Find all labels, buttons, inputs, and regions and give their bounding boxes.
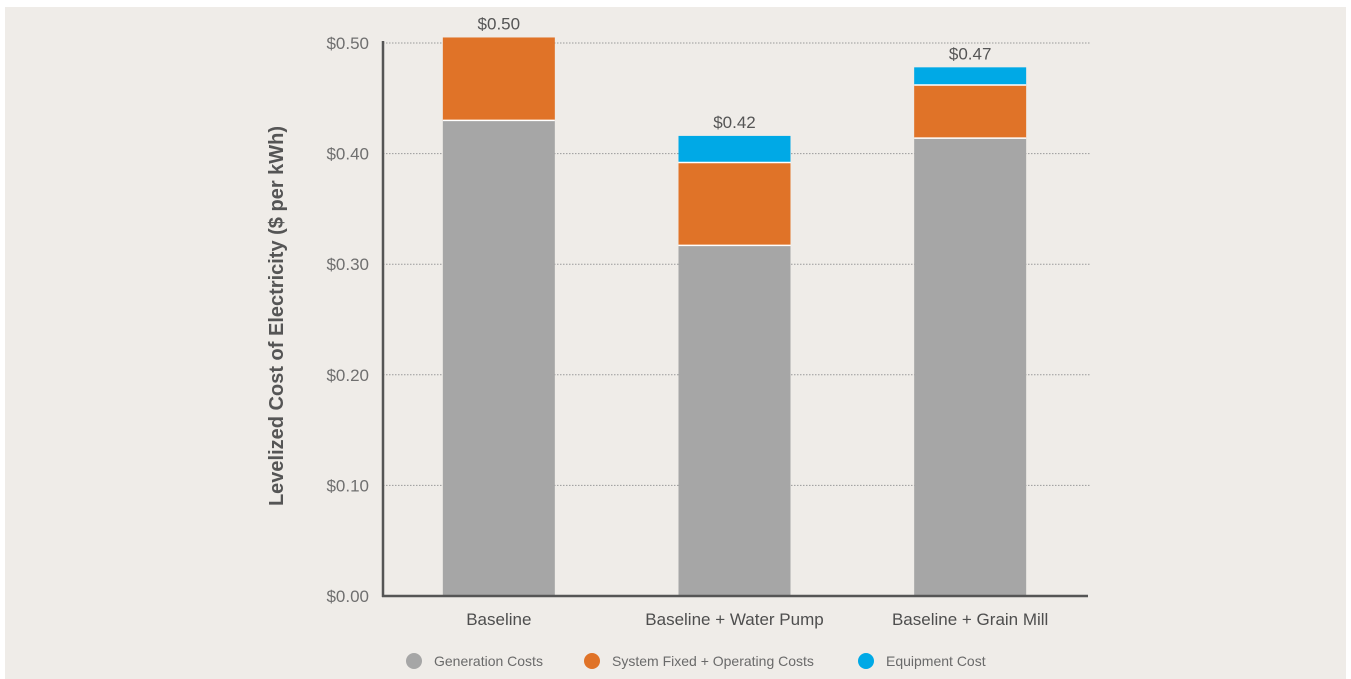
y-tick-label: $0.00 bbox=[326, 587, 369, 606]
bars bbox=[442, 37, 1027, 597]
labels: $0.00 $0.10 $0.20 $0.30 $0.40 $0.50 Baseline $0… bbox=[326, 14, 1048, 629]
bar-segment bbox=[914, 67, 1027, 86]
x-category-label: Baseline + Water Pump bbox=[645, 610, 823, 629]
bar-segment bbox=[678, 245, 791, 596]
y-tick-label: $0.10 bbox=[326, 476, 369, 495]
legend-label: System Fixed + Operating Costs bbox=[612, 653, 814, 669]
bar-segment bbox=[678, 135, 791, 163]
bar-segment bbox=[442, 120, 555, 597]
y-tick-label: $0.30 bbox=[326, 255, 369, 274]
legend-label: Generation Costs bbox=[434, 653, 543, 669]
axes bbox=[381, 41, 1088, 598]
bar-total-label: $0.42 bbox=[713, 113, 756, 132]
legend-marker bbox=[406, 653, 422, 669]
y-tick-label: $0.50 bbox=[326, 34, 369, 53]
bar-segment bbox=[914, 85, 1027, 139]
legend-marker bbox=[858, 653, 874, 669]
bar-total-label: $0.50 bbox=[478, 14, 521, 33]
bar-segment bbox=[678, 162, 791, 246]
bar-total-label: $0.47 bbox=[949, 44, 992, 63]
x-category-label: Baseline bbox=[466, 610, 531, 629]
y-tick-label: $0.40 bbox=[326, 145, 369, 164]
legend-label: Equipment Cost bbox=[886, 653, 986, 669]
y-tick-label: $0.20 bbox=[326, 366, 369, 385]
chart-panel bbox=[5, 7, 1346, 679]
x-category-label: Baseline + Grain Mill bbox=[892, 610, 1048, 629]
bar-segment bbox=[914, 138, 1027, 596]
legend-marker bbox=[584, 653, 600, 669]
bar-segment bbox=[442, 37, 555, 121]
legend: Generation Costs System Fixed + Operating… bbox=[406, 653, 986, 669]
y-axis-title: Levelized Cost of Electricity ($ per kWh… bbox=[266, 126, 288, 506]
